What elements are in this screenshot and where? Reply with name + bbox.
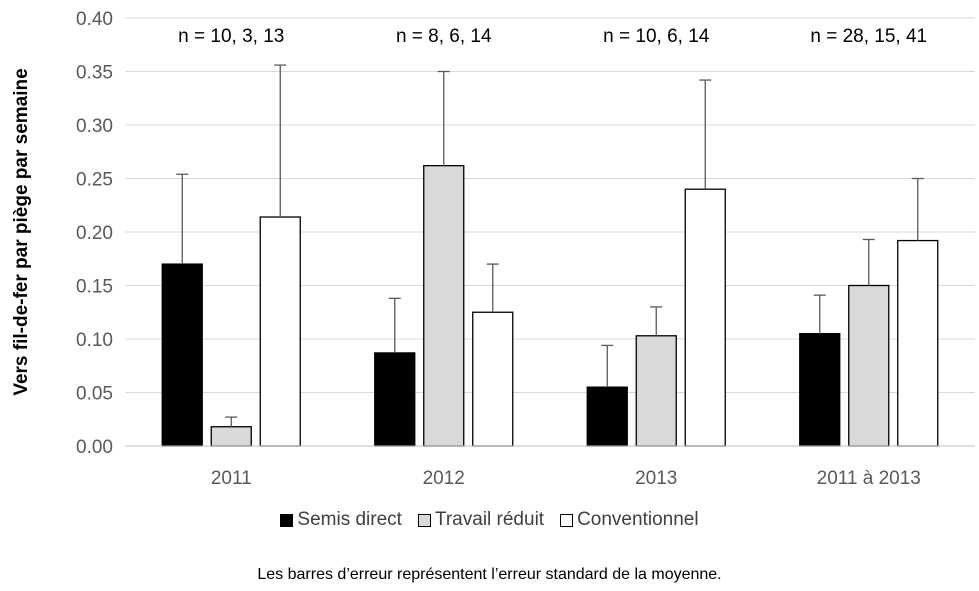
legend-item-semis-direct: Semis direct <box>280 509 402 531</box>
y-tick-label: 0.10 <box>76 330 113 351</box>
x-tick-label: 2011 à 2013 <box>817 468 921 489</box>
legend-label-travail-reduit: Travail réduit <box>434 509 545 530</box>
bar-conventionnel <box>684 188 726 447</box>
bar-semis-direct <box>374 352 416 447</box>
sample-size-label: n = 28, 15, 41 <box>810 26 927 47</box>
legend-item-travail-reduit: Travail réduit <box>417 509 545 531</box>
footnote: Les barres d’erreur représentent l’erreu… <box>257 566 722 583</box>
sample-size-label: n = 10, 3, 13 <box>178 26 284 47</box>
x-tick-label: 2012 <box>423 468 465 489</box>
bar-travail-reduit <box>635 335 677 447</box>
legend-label-semis-direct: Semis direct <box>297 509 402 530</box>
sample-size-label: n = 8, 6, 14 <box>396 26 492 47</box>
y-tick-label: 0.15 <box>76 277 113 298</box>
y-tick-label: 0.05 <box>76 384 113 405</box>
bar-semis-direct <box>799 332 841 447</box>
legend-swatch-travail-reduit <box>417 513 431 527</box>
y-axis-ticks: 0.00 0.05 0.10 0.15 0.20 0.25 0.30 0.35 0.40 <box>76 9 113 458</box>
y-tick-label: 0.25 <box>76 170 113 191</box>
legend-label-conventionnel: Conventionnel <box>577 509 699 530</box>
bar-semis-direct <box>586 386 628 447</box>
error-bars <box>176 64 924 427</box>
sample-size-label: n = 10, 6, 14 <box>603 26 710 47</box>
bar-conventionnel <box>259 216 301 447</box>
bar-travail-reduit <box>210 426 252 447</box>
bar-conventionnel <box>897 239 939 447</box>
grid-lines <box>125 17 975 393</box>
bar-travail-reduit <box>848 284 890 447</box>
x-tick-label: 2013 <box>635 468 677 489</box>
legend-swatch-conventionnel <box>560 513 574 527</box>
bar-chart: 0.00 0.05 0.10 0.15 0.20 0.25 0.30 0.35 0.40 Ver… <box>11 9 975 489</box>
y-tick-label: 0.00 <box>76 437 113 458</box>
bars <box>161 165 939 447</box>
bar-semis-direct <box>161 263 203 447</box>
legend: Semis direct Travail réduit Conventionne… <box>0 509 979 531</box>
y-tick-label: 0.30 <box>76 116 113 137</box>
y-axis-label: Vers fil-de-fer par piège par semaine <box>11 68 32 395</box>
bar-travail-reduit <box>423 165 465 447</box>
x-tick-label: 2011 <box>211 468 252 489</box>
legend-swatch-semis-direct <box>280 513 294 527</box>
legend-item-conventionnel: Conventionnel <box>560 509 699 531</box>
y-tick-label: 0.35 <box>76 63 113 84</box>
x-axis-ticks: 2011 2012 2013 2011 à 2013 <box>211 468 921 489</box>
y-tick-label: 0.20 <box>76 223 113 244</box>
sample-size-labels: n = 10, 3, 13 n = 8, 6, 14 n = 10, 6, 14 n … <box>178 26 927 47</box>
y-tick-label: 0.40 <box>76 9 113 30</box>
bar-conventionnel <box>472 311 514 447</box>
